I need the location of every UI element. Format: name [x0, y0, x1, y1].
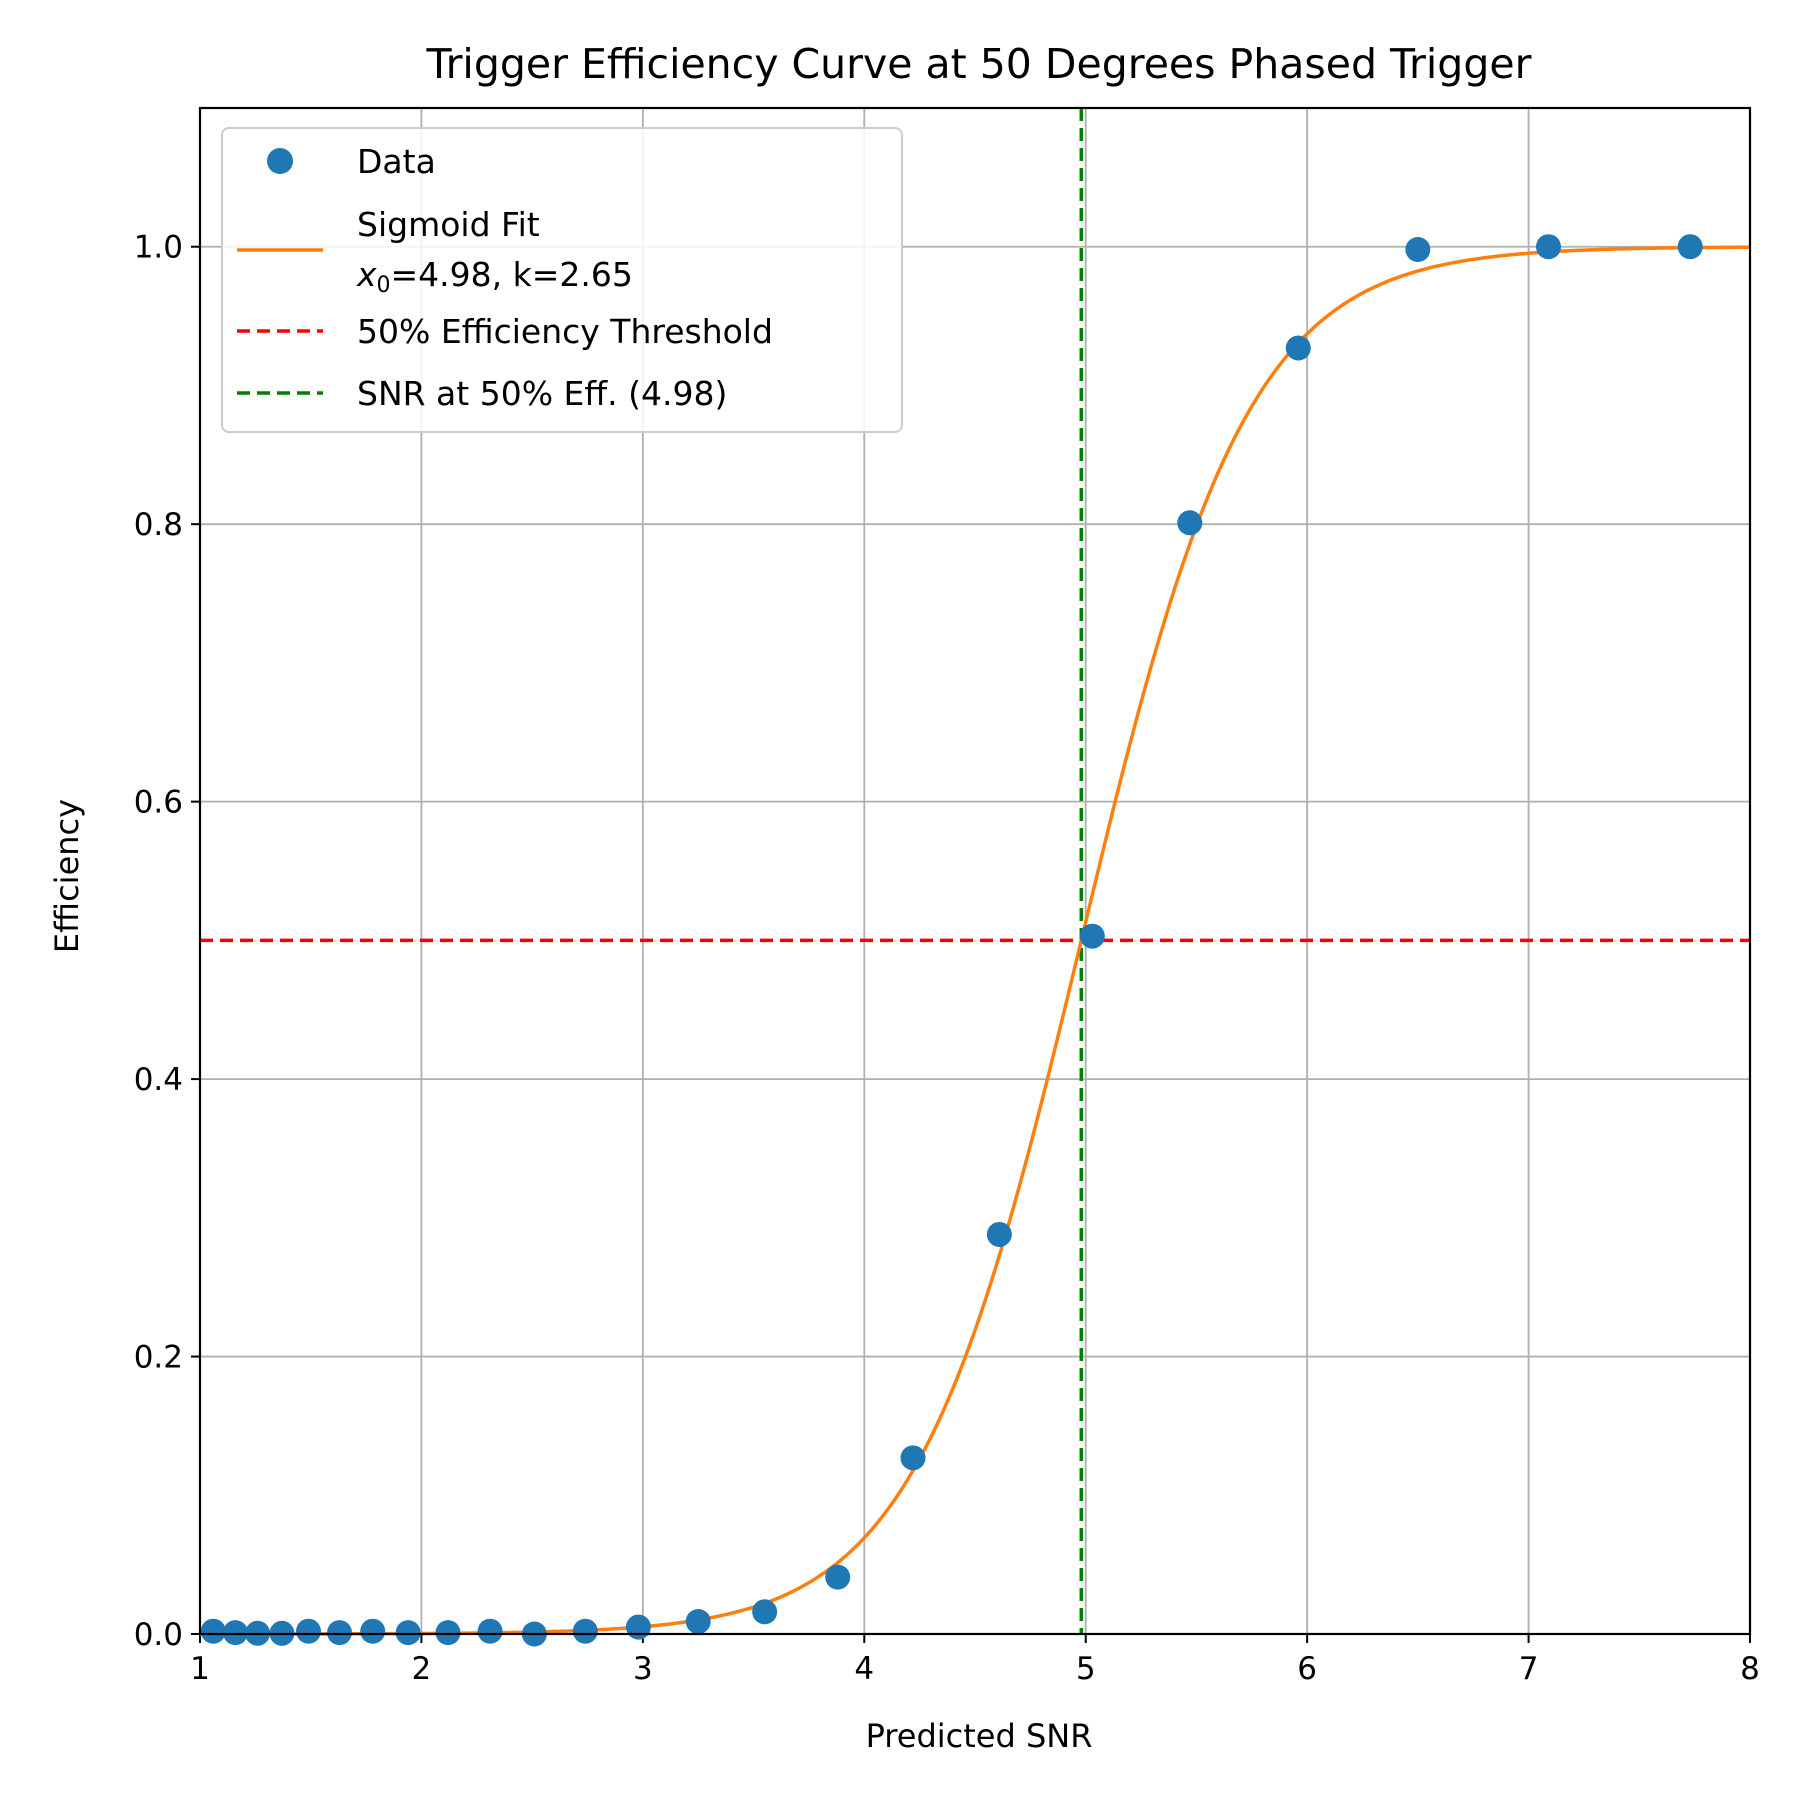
data-point [1177, 510, 1203, 536]
y-tick-label: 1.0 [134, 230, 183, 266]
legend-box [221, 127, 903, 433]
data-point [200, 1618, 226, 1644]
x-axis-label: Predicted SNR [866, 1717, 1093, 1755]
x-tick-label: 8 [1740, 1651, 1760, 1687]
data-point [1285, 335, 1311, 361]
data-point [1677, 234, 1703, 260]
data-point [825, 1564, 851, 1590]
y-tick-label: 0.4 [134, 1062, 183, 1098]
x-axis-ticks: 1 2 3 4 5 6 7 8 [190, 1634, 1760, 1687]
data-point [395, 1620, 421, 1646]
data-point [1079, 923, 1105, 949]
y-tick-label: 0.6 [134, 785, 183, 821]
legend-data-marker [267, 148, 293, 174]
x-tick-label: 5 [1076, 1651, 1096, 1687]
legend-snr-label: SNR at 50% Eff. (4.98) [357, 374, 727, 413]
legend-threshold-label: 50% Efficiency Threshold [357, 312, 773, 351]
x-tick-label: 6 [1297, 1651, 1317, 1687]
data-point [222, 1620, 248, 1646]
data-point [360, 1618, 386, 1644]
x-tick-label: 1 [190, 1651, 210, 1687]
data-point [752, 1599, 778, 1625]
data-point [900, 1445, 926, 1471]
legend: Data Sigmoid Fit x0=4.98, k=2.65 50% Eff… [221, 127, 903, 433]
chart-title: Trigger Efficiency Curve at 50 Degrees P… [426, 40, 1532, 88]
data-point [1536, 234, 1561, 260]
data-point [685, 1609, 711, 1635]
legend-fit-label: Sigmoid Fit [357, 205, 540, 244]
x-tick-label: 4 [854, 1651, 874, 1687]
data-point [572, 1618, 598, 1644]
data-point [986, 1221, 1012, 1247]
data-point [327, 1620, 352, 1646]
legend-data-label: Data [357, 142, 436, 181]
x-tick-label: 2 [412, 1651, 432, 1687]
legend-fit-params: x0=4.98, k=2.65 [356, 255, 633, 298]
y-tick-label: 0.8 [134, 507, 183, 543]
y-axis-label: Efficiency [48, 799, 86, 953]
data-point [477, 1618, 503, 1644]
y-tick-label: 0.2 [134, 1340, 183, 1376]
y-axis-ticks: 0.0 0.2 0.4 0.6 0.8 1.0 [134, 230, 200, 1653]
data-point [625, 1614, 651, 1640]
data-point [435, 1620, 461, 1646]
x-tick-label: 3 [633, 1651, 653, 1687]
grid [199, 108, 1751, 1635]
plot-frame [198, 106, 1752, 1636]
data-point [296, 1618, 321, 1644]
x-tick-label: 7 [1519, 1651, 1539, 1687]
data-point [1405, 237, 1431, 263]
y-tick-label: 0.0 [134, 1617, 183, 1653]
